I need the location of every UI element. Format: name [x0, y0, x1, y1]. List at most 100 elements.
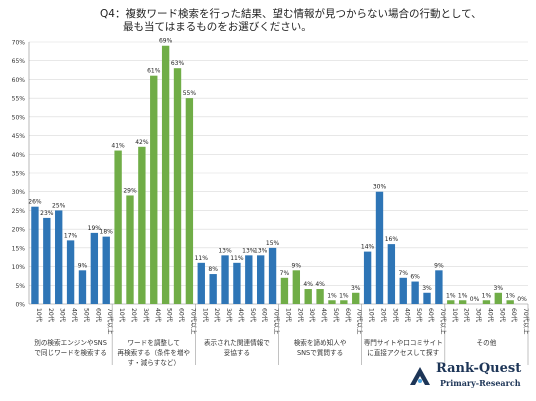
group-label: その他	[477, 338, 497, 347]
age-tick-label: 60代	[427, 308, 435, 323]
bar-value-label: 9%	[78, 262, 88, 269]
age-tick-label: 20代	[130, 308, 138, 323]
bar	[221, 255, 229, 304]
bar-value-label: 9%	[292, 262, 302, 269]
bar	[161, 45, 170, 304]
age-tick-label: 50代	[415, 308, 423, 323]
bar	[363, 251, 372, 304]
age-tick-label: 30代	[142, 308, 150, 323]
group-label: 検索を諦め知人や	[294, 338, 347, 347]
bar	[90, 232, 99, 304]
bar	[447, 300, 455, 304]
age-tick-label: 40代	[154, 308, 162, 323]
age-tick-label: 10代	[368, 308, 376, 323]
bar	[292, 270, 301, 304]
age-tick-label: 60代	[344, 308, 352, 323]
age-tick-label: 20代	[463, 308, 471, 323]
bar	[185, 98, 194, 305]
age-tick-label: 40代	[71, 308, 79, 323]
bar-value-label: 18%	[100, 229, 114, 236]
y-tick-label: 20%	[12, 227, 26, 234]
bar-value-label: 4%	[315, 281, 325, 288]
bar-value-label: 0%	[517, 296, 527, 303]
bar	[268, 247, 277, 304]
bar-value-label: 29%	[123, 187, 137, 194]
y-tick-label: 60%	[12, 77, 26, 84]
age-tick-label: 50代	[166, 308, 174, 323]
bar	[150, 75, 158, 304]
bar-value-label: 3%	[422, 285, 432, 292]
age-tick-label: 10代	[201, 308, 209, 323]
bar	[43, 217, 51, 304]
age-tick-label: 30代	[308, 308, 316, 323]
age-tick-label: 50代	[498, 308, 506, 323]
bar-value-label: 1%	[339, 292, 349, 299]
group-label: SNSで質問する	[297, 348, 343, 357]
bar-value-label: 1%	[505, 292, 515, 299]
bar	[114, 150, 122, 304]
y-tick-label: 45%	[12, 133, 26, 140]
bar	[173, 68, 182, 304]
bar	[138, 146, 146, 304]
y-tick-label: 30%	[12, 189, 26, 196]
age-tick-label: 20代	[213, 308, 221, 323]
age-tick-label: 40代	[237, 308, 245, 323]
y-tick-label: 55%	[12, 96, 26, 103]
bar	[352, 292, 360, 304]
bar-value-label: 63%	[171, 60, 185, 67]
group-label: 妥協する	[224, 348, 250, 357]
age-tick-label: 10代	[118, 308, 126, 323]
bar	[55, 210, 63, 304]
bar	[506, 300, 514, 304]
bar-value-label: 1%	[482, 292, 492, 299]
age-tick-label: 30代	[391, 308, 399, 323]
bar	[399, 277, 407, 304]
bar	[280, 277, 289, 304]
age-tick-label: 70代以上	[439, 308, 447, 334]
y-tick-label: 25%	[12, 208, 26, 215]
chart-title: Q4：複数ワード検索を行った結果、望む情報が見つからない場合の行動として、 最も…	[100, 8, 520, 34]
bar-value-label: 13%	[254, 247, 268, 254]
bar	[304, 289, 312, 304]
age-tick-label: 40代	[486, 308, 494, 323]
bar-value-label: 13%	[242, 247, 256, 254]
bar-value-label: 1%	[327, 292, 337, 299]
y-tick-label: 10%	[12, 264, 26, 271]
age-tick-label: 10代	[35, 308, 43, 323]
group-label: に直接アクセスして探す	[367, 348, 439, 357]
bar	[435, 270, 443, 304]
bar	[126, 195, 134, 304]
bar-value-label: 69%	[159, 38, 173, 45]
bar-value-label: 55%	[183, 90, 197, 97]
age-tick-label: 50代	[82, 308, 90, 323]
bar-value-label: 19%	[88, 225, 102, 232]
bar-value-label: 7%	[280, 270, 290, 277]
rank-quest-logo: Rank-Quest Primary-Research	[406, 361, 526, 395]
y-tick-label: 70%	[12, 40, 26, 47]
age-tick-label: 70代以上	[356, 308, 364, 334]
bar-value-label: 0%	[470, 296, 480, 303]
group-label: す・減らすなど）	[127, 358, 180, 367]
group-label: 専門サイトや口コミサイト	[364, 338, 443, 347]
age-tick-label: 60代	[510, 308, 518, 323]
logo-mark-icon	[410, 367, 430, 385]
y-tick-label: 5%	[15, 283, 25, 290]
age-tick-label: 50代	[332, 308, 340, 323]
age-tick-label: 30代	[225, 308, 233, 323]
bar-value-label: 3%	[351, 285, 361, 292]
bar-value-label: 25%	[52, 202, 66, 209]
age-tick-label: 70代以上	[189, 308, 197, 334]
bar	[102, 236, 110, 304]
bar	[387, 244, 396, 304]
bar-value-label: 15%	[266, 240, 280, 247]
age-tick-label: 40代	[403, 308, 411, 323]
bar	[375, 191, 384, 304]
age-tick-label: 40代	[320, 308, 328, 323]
bar-value-label: 14%	[361, 244, 375, 251]
y-tick-label: 40%	[12, 152, 26, 159]
logo-subtitle: Primary-Research	[440, 378, 521, 388]
y-tick-label: 50%	[12, 114, 26, 121]
bar-value-label: 7%	[398, 270, 408, 277]
bar-value-label: 6%	[410, 274, 420, 281]
